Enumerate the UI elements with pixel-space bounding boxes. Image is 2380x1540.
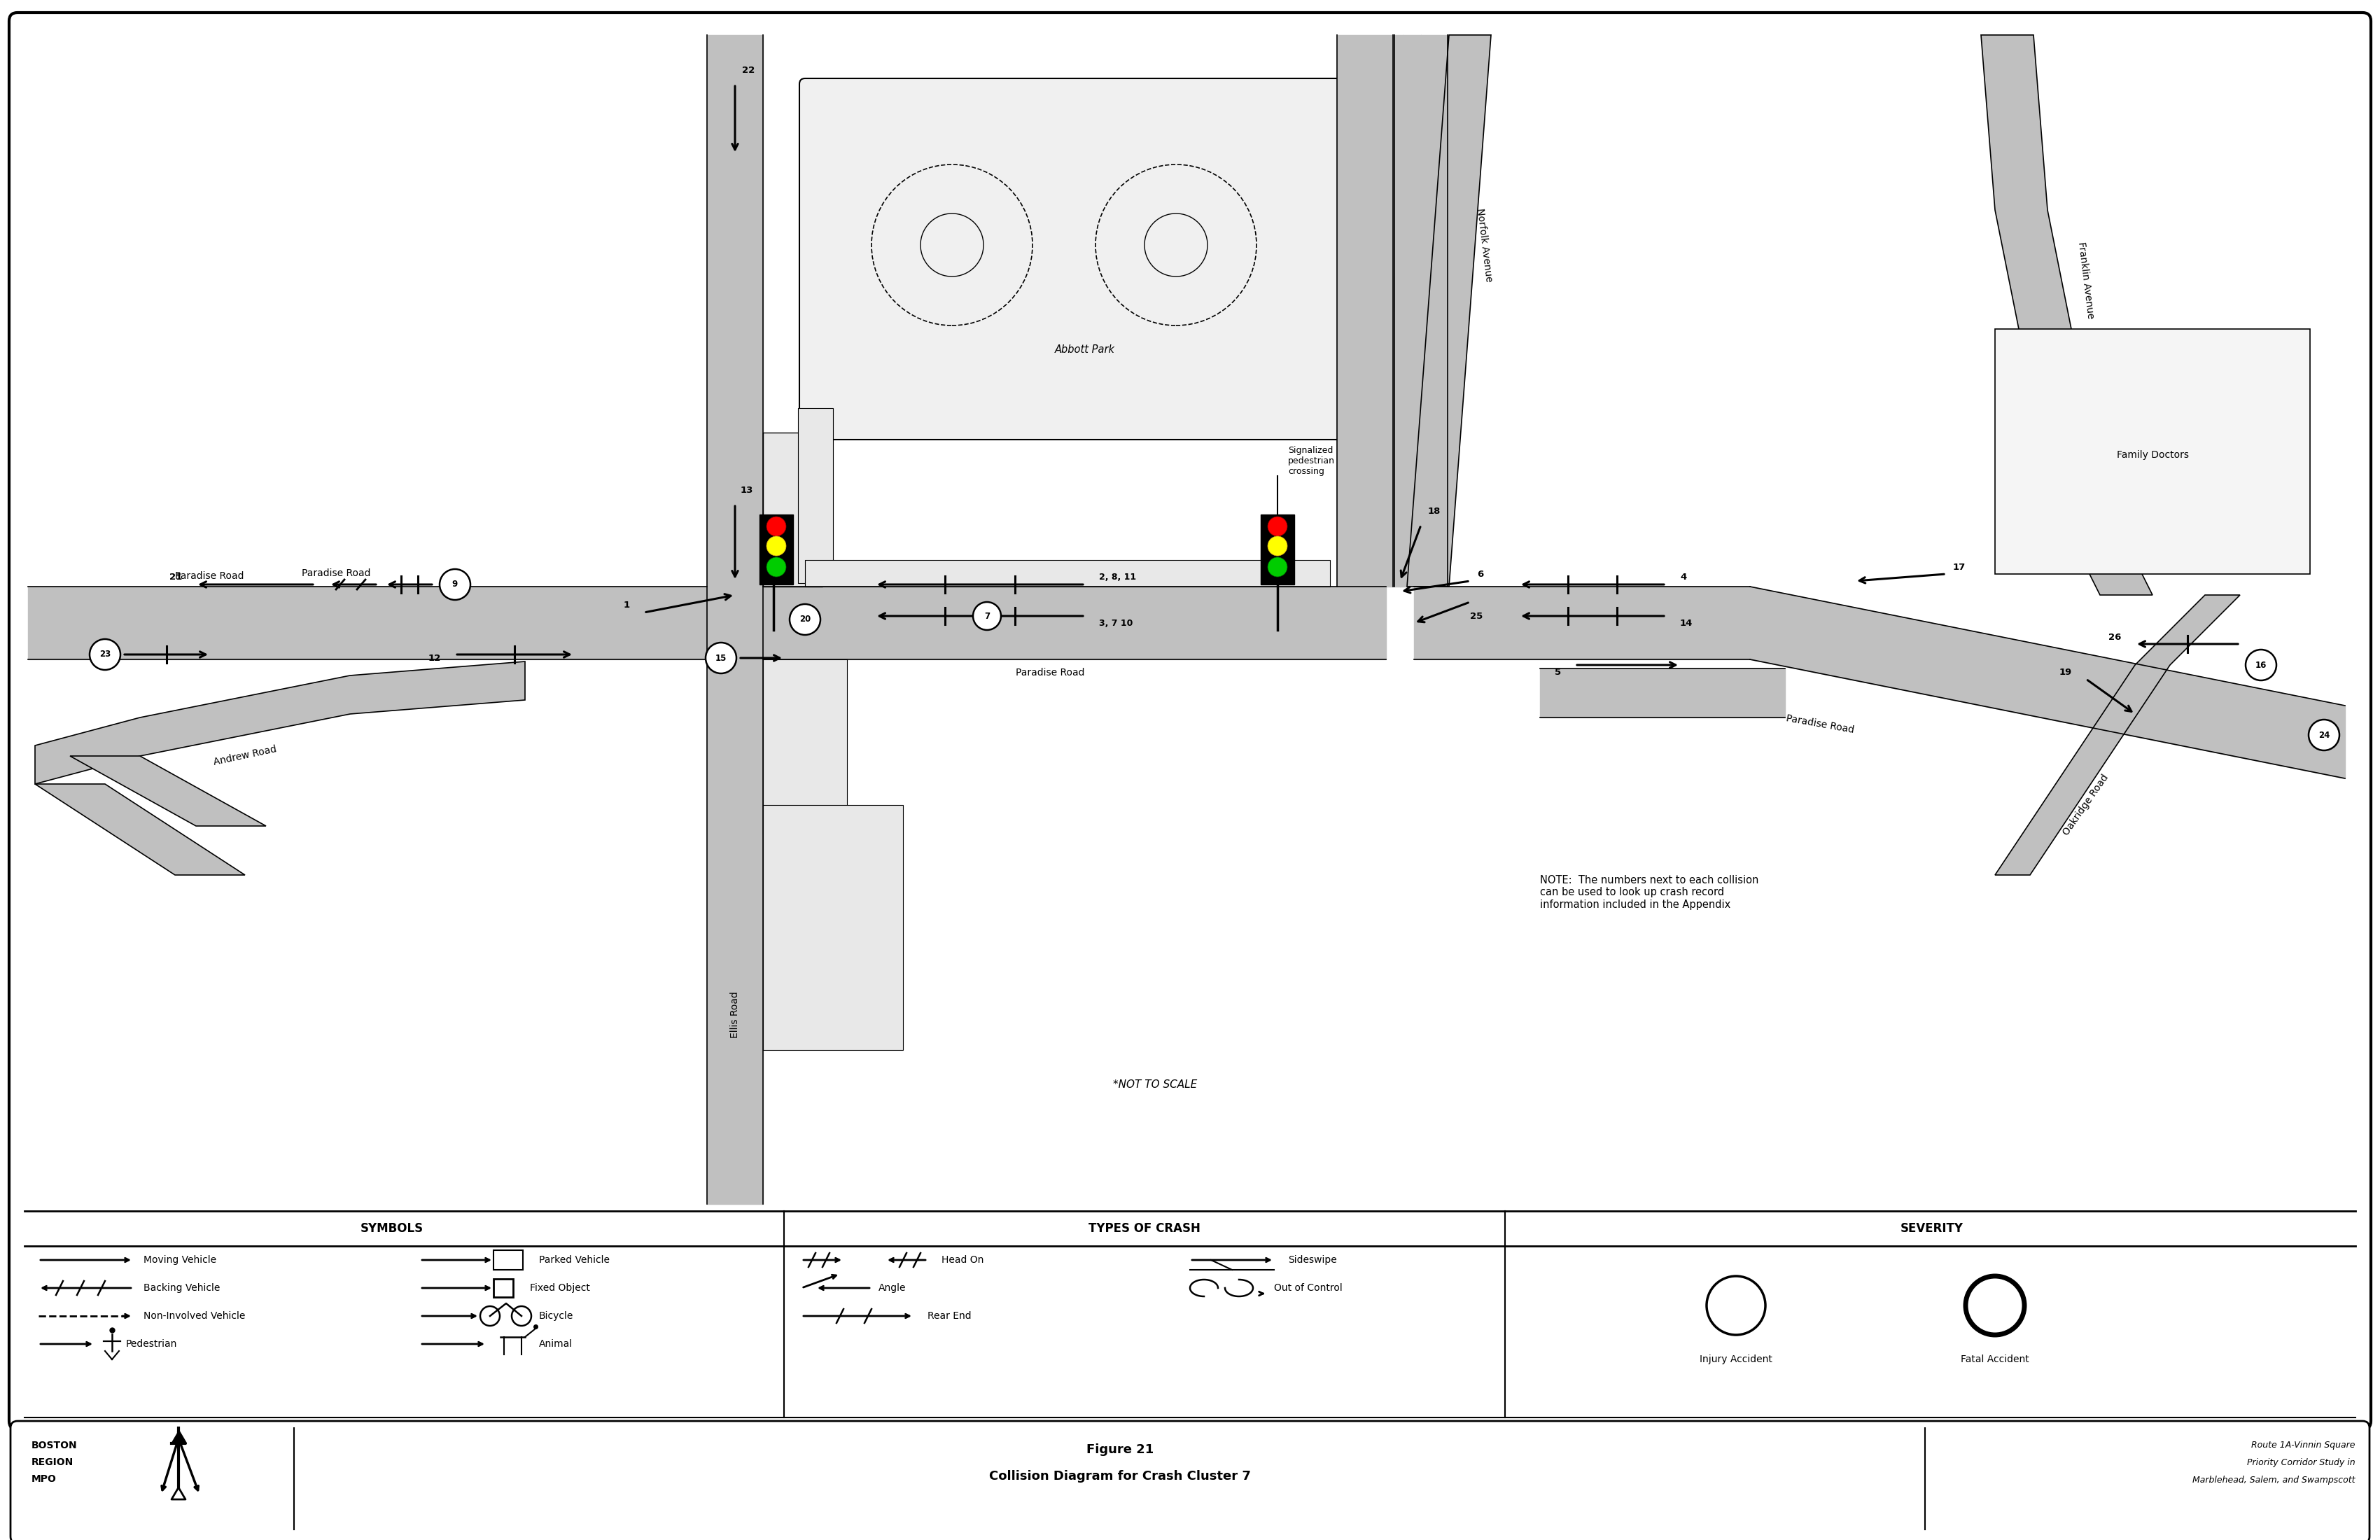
Text: 6: 6 [1478, 570, 1483, 579]
Text: Andrew Road: Andrew Road [212, 744, 278, 767]
Text: 16: 16 [2256, 661, 2266, 670]
Polygon shape [36, 662, 526, 784]
Text: Paradise Road: Paradise Road [176, 571, 243, 581]
Text: Parked Vehicle: Parked Vehicle [538, 1255, 609, 1264]
Text: Franklin Avenue: Franklin Avenue [2075, 240, 2094, 319]
Bar [764, 659, 847, 835]
Text: BOSTON: BOSTON [31, 1440, 79, 1451]
Text: Abbott Park: Abbott Park [1054, 345, 1116, 356]
Circle shape [2247, 650, 2275, 681]
Polygon shape [69, 756, 267, 825]
Bar [804, 561, 1330, 587]
Text: 2, 8, 11: 2, 8, 11 [1100, 573, 1135, 582]
Bar [493, 1278, 514, 1297]
FancyBboxPatch shape [10, 12, 2370, 1429]
Text: TYPES OF CRASH: TYPES OF CRASH [1088, 1223, 1200, 1235]
Text: Norfolk Avenue: Norfolk Avenue [1476, 208, 1492, 282]
Circle shape [766, 516, 785, 536]
Bar [764, 433, 823, 587]
Circle shape [704, 642, 735, 673]
Circle shape [2309, 719, 2340, 750]
Circle shape [790, 604, 821, 634]
Text: 1: 1 [624, 601, 631, 610]
Polygon shape [171, 1432, 186, 1443]
Text: Angle: Angle [878, 1283, 907, 1294]
Bar [493, 1250, 524, 1270]
Text: Rear End: Rear End [928, 1311, 971, 1321]
Text: Ellis Road: Ellis Road [731, 992, 740, 1038]
Text: Sideswipe: Sideswipe [1288, 1255, 1338, 1264]
Text: Paradise Road: Paradise Road [302, 568, 371, 578]
Text: 23: 23 [100, 650, 112, 659]
Text: MPO: MPO [31, 1474, 57, 1485]
Text: 5: 5 [1554, 667, 1561, 676]
Text: 22: 22 [743, 65, 754, 74]
Text: 12: 12 [428, 653, 440, 662]
Text: 3, 7 10: 3, 7 10 [1100, 619, 1133, 628]
Text: Marblehead, Salem, and Swampscott: Marblehead, Salem, and Swampscott [2192, 1475, 2356, 1485]
Text: *NOT TO SCALE: *NOT TO SCALE [1114, 1080, 1197, 1090]
Text: 14: 14 [1680, 619, 1692, 628]
Text: SYMBOLS: SYMBOLS [359, 1223, 424, 1235]
Bar [1261, 514, 1295, 585]
Text: Route 1A-Vinnin Square: Route 1A-Vinnin Square [2251, 1440, 2356, 1449]
Text: 18: 18 [1428, 507, 1440, 516]
Text: 25: 25 [1471, 611, 1483, 621]
Text: Pedestrian: Pedestrian [126, 1340, 178, 1349]
Text: Signalized
pedestrian
crossing: Signalized pedestrian crossing [1288, 447, 1335, 476]
Text: Priority Corridor Study in: Priority Corridor Study in [2247, 1458, 2356, 1468]
FancyBboxPatch shape [800, 79, 1371, 439]
Text: 4: 4 [1680, 573, 1687, 582]
Polygon shape [1980, 35, 2152, 594]
Text: 26: 26 [2109, 633, 2121, 642]
Text: Non-Involved Vehicle: Non-Involved Vehicle [143, 1311, 245, 1321]
Bar [759, 514, 793, 585]
Text: Family Doctors: Family Doctors [2116, 450, 2190, 460]
Text: Fixed Object: Fixed Object [531, 1283, 590, 1294]
Circle shape [973, 602, 1002, 630]
Circle shape [440, 570, 471, 601]
Circle shape [1269, 557, 1288, 578]
Text: Oakridge Road: Oakridge Road [2061, 773, 2111, 838]
Text: Paradise Road: Paradise Road [1016, 668, 1085, 678]
Text: Animal: Animal [538, 1340, 574, 1349]
Text: Moving Vehicle: Moving Vehicle [143, 1255, 217, 1264]
Text: 24: 24 [2318, 730, 2330, 739]
Circle shape [90, 639, 121, 670]
Text: 9: 9 [452, 581, 457, 588]
Polygon shape [1994, 594, 2240, 875]
Bar [764, 805, 902, 1050]
Text: Fatal Accident: Fatal Accident [1961, 1355, 2030, 1364]
FancyBboxPatch shape [10, 1421, 2370, 1540]
Polygon shape [1407, 35, 1490, 587]
Text: 20: 20 [800, 614, 812, 624]
Text: 15: 15 [716, 653, 726, 662]
Circle shape [766, 536, 785, 556]
Bar [1994, 330, 2311, 574]
Text: 7: 7 [985, 611, 990, 621]
Text: 13: 13 [740, 485, 754, 494]
Text: 19: 19 [2059, 667, 2073, 676]
Text: Collision Diagram for Crash Cluster 7: Collision Diagram for Crash Cluster 7 [990, 1471, 1252, 1483]
Circle shape [1269, 516, 1288, 536]
Text: 21: 21 [169, 573, 181, 582]
Text: Bicycle: Bicycle [538, 1311, 574, 1321]
Text: Head On: Head On [942, 1255, 983, 1264]
Text: SEVERITY: SEVERITY [1902, 1223, 1963, 1235]
Text: Injury Accident: Injury Accident [1699, 1355, 1773, 1364]
Circle shape [766, 557, 785, 578]
Text: REGION: REGION [31, 1457, 74, 1468]
Bar [797, 408, 833, 584]
Text: Out of Control: Out of Control [1273, 1283, 1342, 1294]
Text: NOTE:  The numbers next to each collision
can be used to look up crash record
in: NOTE: The numbers next to each collision… [1540, 875, 1759, 910]
Text: 17: 17 [1954, 562, 1966, 571]
Text: Paradise Road: Paradise Road [1785, 713, 1854, 735]
Polygon shape [36, 784, 245, 875]
Text: Figure 21: Figure 21 [1085, 1443, 1154, 1455]
Circle shape [1269, 536, 1288, 556]
Text: Backing Vehicle: Backing Vehicle [143, 1283, 219, 1294]
